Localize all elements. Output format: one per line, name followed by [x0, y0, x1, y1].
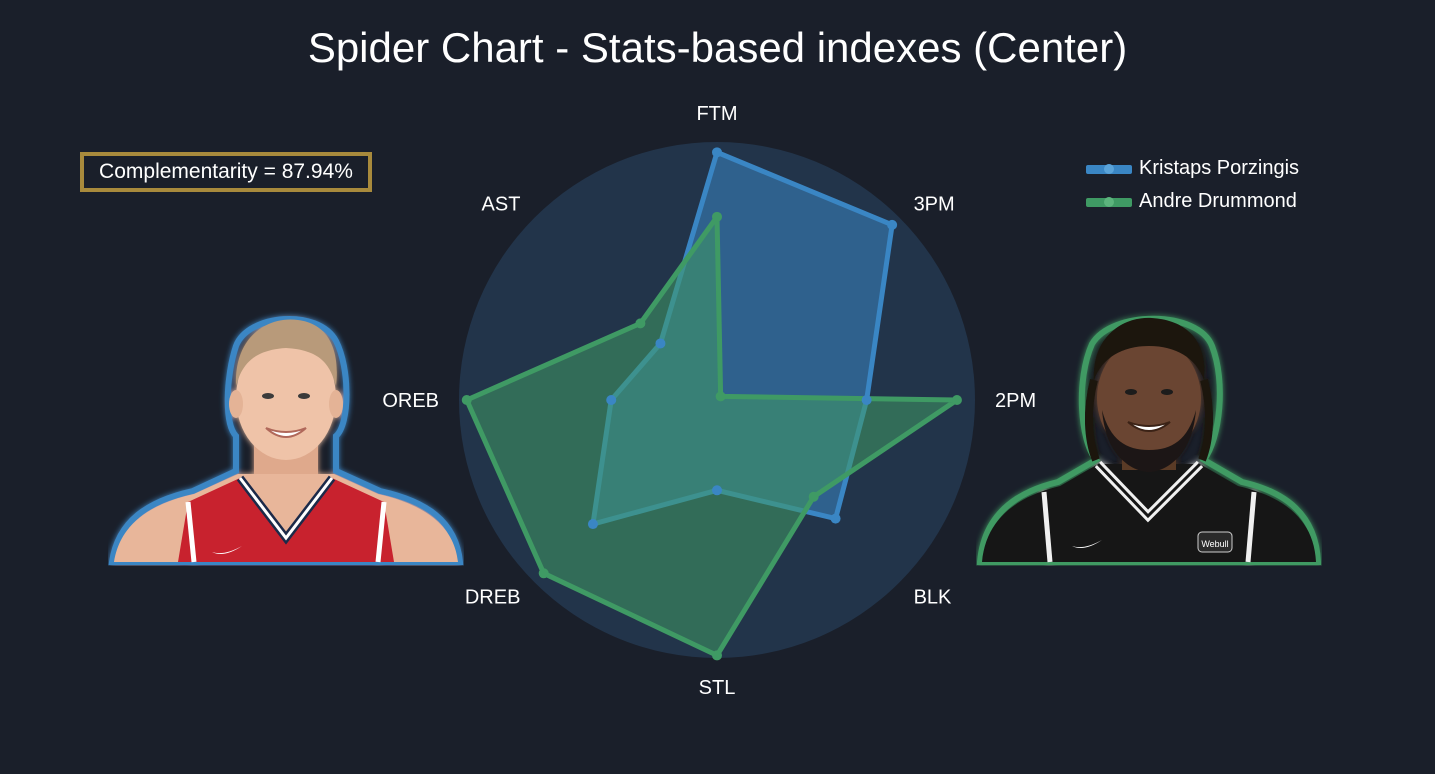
player-photo-kristaps	[108, 316, 464, 565]
point-kristaps-3pm[interactable]	[887, 219, 898, 230]
legend-item-kristaps[interactable]: Kristaps Porzingis	[1086, 152, 1386, 185]
player-photo-andre: Webull	[976, 315, 1322, 565]
point-andre-2pm[interactable]	[951, 395, 962, 405]
axis-label-ftm: FTM	[696, 103, 737, 125]
legend-dot-andre	[1104, 196, 1114, 207]
point-andre-blk[interactable]	[808, 491, 819, 502]
axis-label-oreb: OREB	[382, 390, 439, 412]
chart-title: Spider Chart - Stats-based indexes (Cent…	[307, 24, 1128, 71]
point-andre-ftm[interactable]	[712, 211, 722, 222]
legend-swatch-andre	[1086, 192, 1132, 212]
point-kristaps-dreb[interactable]	[587, 519, 598, 530]
axis-label-3pm: 3PM	[914, 193, 955, 215]
point-kristaps-oreb[interactable]	[606, 395, 617, 405]
point-andre-3pm[interactable]	[715, 391, 726, 402]
legend-item-andre[interactable]: Andre Drummond	[1086, 185, 1386, 218]
axis-label-ast: AST	[482, 193, 521, 215]
point-andre-stl[interactable]	[712, 650, 722, 661]
jersey-sponsor-text: Webull	[1201, 539, 1228, 549]
complementarity-label: Complementarity = 87.94%	[99, 160, 353, 183]
axis-label-stl: STL	[699, 677, 736, 699]
legend-label-andre: Andre Drummond	[1139, 190, 1297, 212]
legend-dot-kristaps	[1104, 163, 1114, 174]
legend-label-kristaps: Kristaps Porzingis	[1139, 157, 1300, 179]
point-kristaps-ast[interactable]	[655, 338, 666, 349]
point-andre-ast[interactable]	[635, 318, 646, 329]
legend-swatch-kristaps	[1086, 159, 1132, 179]
axis-label-dreb: DREB	[465, 587, 521, 609]
point-kristaps-2pm[interactable]	[861, 395, 872, 405]
point-andre-oreb[interactable]	[461, 395, 472, 405]
axis-label-blk: BLK	[914, 587, 952, 609]
point-kristaps-stl[interactable]	[712, 485, 722, 496]
axis-label-2pm: 2PM	[995, 390, 1036, 412]
point-kristaps-ftm[interactable]	[712, 147, 722, 158]
point-kristaps-blk[interactable]	[830, 513, 841, 524]
point-andre-dreb[interactable]	[538, 568, 549, 579]
legend[interactable]: Kristaps Porzingis Andre Drummond	[1086, 152, 1386, 218]
complementarity-box: Complementarity = 87.94%	[80, 152, 372, 192]
